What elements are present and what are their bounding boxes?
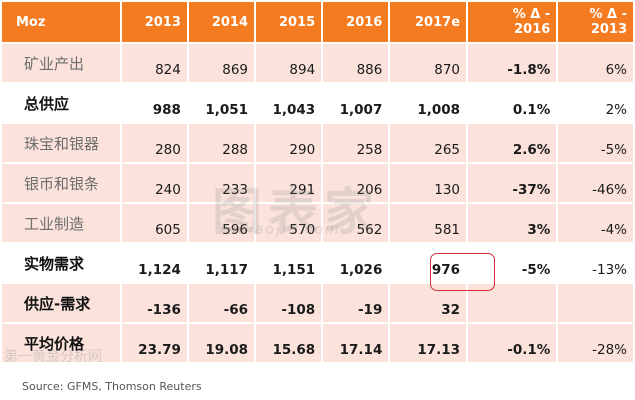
table-cell: 870: [390, 44, 467, 82]
table-cell: 280: [121, 124, 187, 162]
table-cell: -19: [323, 284, 389, 322]
col-header-change-2013: % Δ - 2013: [558, 2, 633, 42]
table-cell: -37%: [468, 164, 557, 202]
row-label: 矿业产出: [2, 44, 120, 82]
col-header-change-2016: % Δ - 2016: [468, 2, 557, 42]
table-cell: 32: [390, 284, 467, 322]
table-row: 平均价格 23.79 19.08 15.68 17.14 17.13 -0.1%…: [2, 324, 633, 362]
header-row: Moz 2013 2014 2015 2016 2017e % Δ - 2016…: [2, 2, 633, 42]
table-cell: 130: [390, 164, 467, 202]
table-cell: -5%: [558, 124, 633, 162]
table-cell: 15.68: [256, 324, 322, 362]
table-cell: 596: [188, 204, 255, 242]
silver-supply-demand-table: Moz 2013 2014 2015 2016 2017e % Δ - 2016…: [2, 2, 633, 362]
col-header-2014: 2014: [188, 2, 255, 42]
table-cell: 17.13: [390, 324, 467, 362]
col-header-2017e: 2017e: [390, 2, 467, 42]
table-cell: -46%: [558, 164, 633, 202]
table-cell: 605: [121, 204, 187, 242]
table-cell: 3%: [468, 204, 557, 242]
table-row: 总供应 988 1,051 1,043 1,007 1,008 0.1% 2%: [2, 84, 633, 122]
table-cell: 570: [256, 204, 322, 242]
table-cell: 290: [256, 124, 322, 162]
table-cell: -4%: [558, 204, 633, 242]
highlight-circle-976: [430, 253, 495, 291]
table-row: 银币和银条 240 233 291 206 130 -37% -46%: [2, 164, 633, 202]
table-cell: -1.8%: [468, 44, 557, 82]
table-cell: 1,007: [323, 84, 389, 122]
table-cell: 6%: [558, 44, 633, 82]
table-cell: 17.14: [323, 324, 389, 362]
table-cell: [558, 284, 633, 322]
col-header-moz: Moz: [2, 2, 120, 42]
table-cell: 824: [121, 44, 187, 82]
table-row: 实物需求 1,124 1,117 1,151 1,026 976 -5% -13…: [2, 244, 633, 282]
table-cell: 1,117: [188, 244, 255, 282]
table-cell: 1,026: [323, 244, 389, 282]
table-cell: 0.1%: [468, 84, 557, 122]
row-label: 银币和银条: [2, 164, 120, 202]
table-cell: 976: [390, 244, 467, 282]
table-cell: 23.79: [121, 324, 187, 362]
table-cell: -108: [256, 284, 322, 322]
table-cell: 1,043: [256, 84, 322, 122]
col-header-2015: 2015: [256, 2, 322, 42]
table-cell: -0.1%: [468, 324, 557, 362]
table-cell: 1,124: [121, 244, 187, 282]
row-label: 实物需求: [2, 244, 120, 282]
row-label: 总供应: [2, 84, 120, 122]
table-row: 珠宝和银器 280 288 290 258 265 2.6% -5%: [2, 124, 633, 162]
col-header-2013: 2013: [121, 2, 187, 42]
table-cell: -5%: [468, 244, 557, 282]
table-cell: 2.6%: [468, 124, 557, 162]
table-cell: 258: [323, 124, 389, 162]
table-cell: 562: [323, 204, 389, 242]
table-cell: -66: [188, 284, 255, 322]
table-cell: 288: [188, 124, 255, 162]
table-row: 供应-需求 -136 -66 -108 -19 32: [2, 284, 633, 322]
table-cell: 291: [256, 164, 322, 202]
row-label: 工业制造: [2, 204, 120, 242]
table-cell: 240: [121, 164, 187, 202]
table-cell: 19.08: [188, 324, 255, 362]
table-cell: 1,008: [390, 84, 467, 122]
row-label: 平均价格: [2, 324, 120, 362]
table-cell: 1,051: [188, 84, 255, 122]
table-cell: 988: [121, 84, 187, 122]
source-note: Source: GFMS, Thomson Reuters: [22, 380, 202, 393]
table-cell: 581: [390, 204, 467, 242]
table-row: 工业制造 605 596 570 562 581 3% -4%: [2, 204, 633, 242]
table-row: 矿业产出 824 869 894 886 870 -1.8% 6%: [2, 44, 633, 82]
table-cell: 2%: [558, 84, 633, 122]
table-cell: -136: [121, 284, 187, 322]
table-cell: 233: [188, 164, 255, 202]
table-cell: 869: [188, 44, 255, 82]
table-cell: -13%: [558, 244, 633, 282]
table-cell: 1,151: [256, 244, 322, 282]
row-label: 供应-需求: [2, 284, 120, 322]
table-cell: 206: [323, 164, 389, 202]
table-cell: 265: [390, 124, 467, 162]
table-cell: 886: [323, 44, 389, 82]
row-label: 珠宝和银器: [2, 124, 120, 162]
col-header-2016: 2016: [323, 2, 389, 42]
table-cell: 894: [256, 44, 322, 82]
table-cell: -28%: [558, 324, 633, 362]
